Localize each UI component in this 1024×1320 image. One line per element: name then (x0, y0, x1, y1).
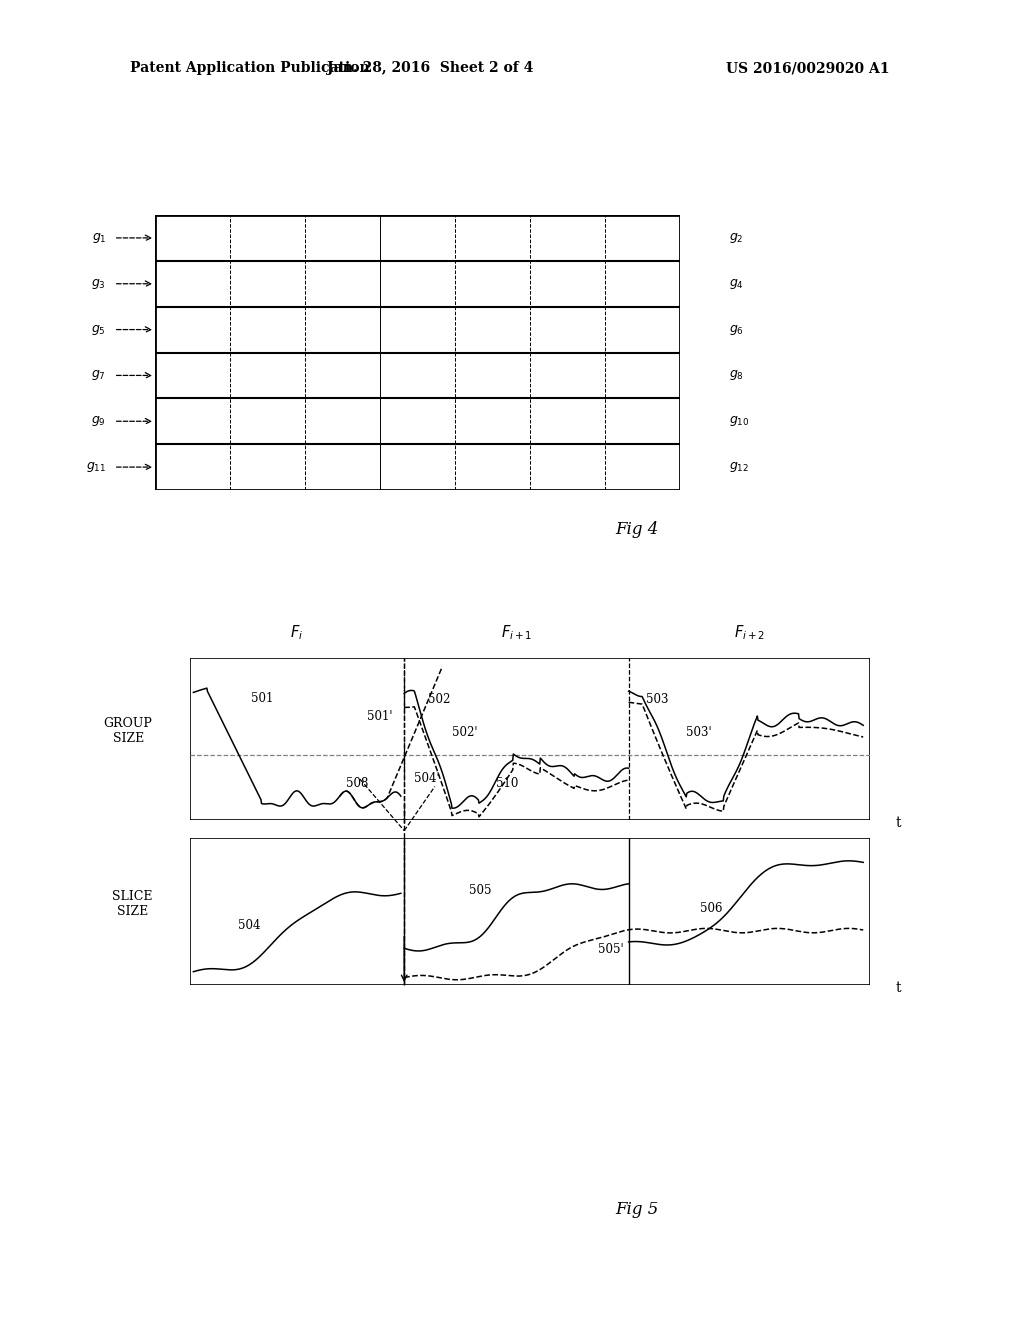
Text: 501: 501 (251, 692, 273, 705)
Bar (605, 399, 680, 444)
Text: 510: 510 (496, 776, 518, 789)
Text: $F_{i+2}$: $F_{i+2}$ (733, 623, 765, 642)
Text: 502: 502 (428, 693, 451, 706)
Bar (605, 261, 680, 306)
Bar (230, 306, 305, 352)
Text: $g_{11}$: $g_{11}$ (86, 461, 106, 474)
Text: Fig 4: Fig 4 (615, 521, 658, 539)
Text: 508: 508 (346, 776, 369, 789)
Bar (155, 306, 230, 352)
Text: $g_{1}$: $g_{1}$ (91, 231, 106, 246)
Bar (380, 399, 455, 444)
Text: SLICE
SIZE: SLICE SIZE (112, 890, 153, 919)
Bar (305, 352, 380, 399)
Bar (230, 215, 305, 261)
Bar (155, 352, 230, 399)
Text: $g_{5}$: $g_{5}$ (91, 322, 106, 337)
Text: GROUP
SIZE: GROUP SIZE (103, 717, 153, 744)
Bar (305, 306, 380, 352)
Text: Jan. 28, 2016  Sheet 2 of 4: Jan. 28, 2016 Sheet 2 of 4 (327, 61, 534, 75)
Text: 504: 504 (238, 919, 260, 932)
Bar (380, 215, 455, 261)
Bar (455, 215, 530, 261)
Bar (530, 215, 605, 261)
Text: $g_{2}$: $g_{2}$ (729, 231, 743, 246)
Text: 506: 506 (700, 902, 723, 915)
Bar (455, 444, 530, 490)
Text: t: t (896, 981, 901, 995)
Text: $g_{7}$: $g_{7}$ (91, 368, 106, 383)
Text: 501': 501' (367, 710, 392, 722)
Text: Fig 5: Fig 5 (615, 1201, 658, 1218)
Bar (230, 399, 305, 444)
Text: $g_{8}$: $g_{8}$ (729, 368, 743, 383)
Text: Patent Application Publication: Patent Application Publication (130, 61, 370, 75)
Text: $g_{3}$: $g_{3}$ (91, 277, 106, 290)
Bar (530, 261, 605, 306)
Text: $g_{9}$: $g_{9}$ (91, 414, 106, 428)
Bar (455, 306, 530, 352)
Bar (230, 444, 305, 490)
Text: 503': 503' (686, 726, 712, 739)
Bar (605, 306, 680, 352)
Bar (530, 306, 605, 352)
Bar (605, 215, 680, 261)
Text: $g_{6}$: $g_{6}$ (729, 322, 743, 337)
Bar (380, 352, 455, 399)
Text: 400: 400 (626, 220, 654, 235)
Text: 502': 502' (452, 726, 477, 739)
Text: $F_i$: $F_i$ (291, 623, 304, 642)
Bar (305, 215, 380, 261)
Bar (155, 215, 230, 261)
Text: $g_{10}$: $g_{10}$ (729, 414, 750, 428)
Text: $g_{4}$: $g_{4}$ (729, 277, 743, 290)
Bar (155, 444, 230, 490)
Bar (305, 444, 380, 490)
Bar (455, 261, 530, 306)
Bar (155, 261, 230, 306)
Bar (530, 352, 605, 399)
Bar (605, 352, 680, 399)
Bar (455, 352, 530, 399)
Bar (305, 261, 380, 306)
Bar (380, 444, 455, 490)
Text: 504': 504' (415, 772, 440, 785)
Text: 503: 503 (645, 693, 668, 706)
Bar (230, 261, 305, 306)
Text: $F_{i+1}$: $F_{i+1}$ (501, 623, 532, 642)
Bar (530, 444, 605, 490)
Bar (305, 399, 380, 444)
Bar (230, 352, 305, 399)
Text: 505': 505' (598, 942, 624, 956)
Text: US 2016/0029020 A1: US 2016/0029020 A1 (726, 61, 890, 75)
Bar (605, 444, 680, 490)
Text: $g_{12}$: $g_{12}$ (729, 461, 749, 474)
Bar (380, 306, 455, 352)
Bar (380, 261, 455, 306)
Bar (455, 399, 530, 444)
Text: 505: 505 (469, 884, 492, 896)
Text: t: t (896, 816, 901, 830)
Bar (155, 399, 230, 444)
Bar (530, 399, 605, 444)
